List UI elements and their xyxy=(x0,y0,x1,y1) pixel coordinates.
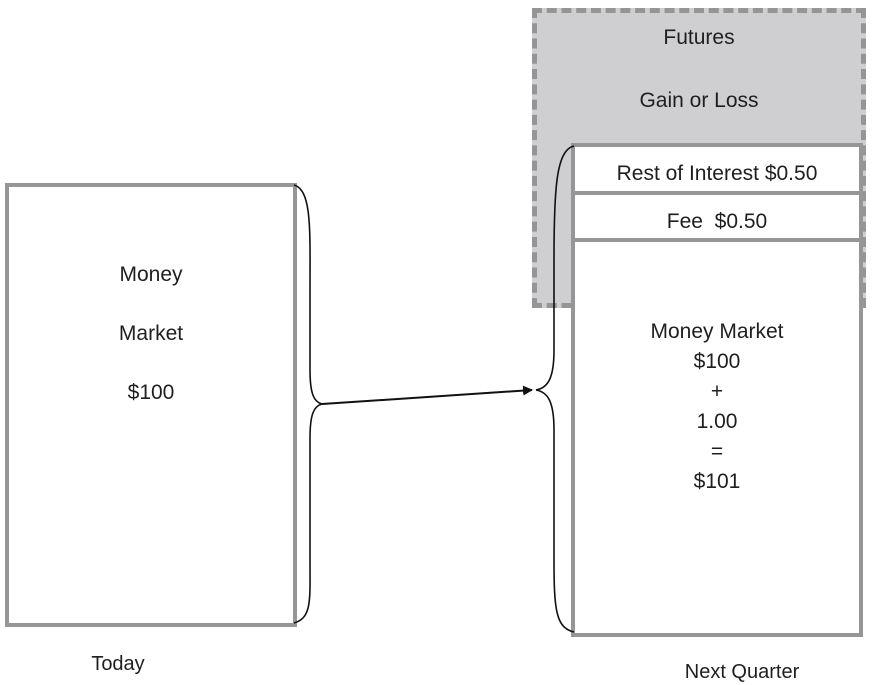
today-label: Today xyxy=(91,653,145,675)
futures-title: Futures xyxy=(663,26,735,49)
left-curly-brace xyxy=(293,184,323,624)
money-market-title: Money Market xyxy=(650,320,784,343)
row-divider-top xyxy=(575,191,859,195)
futures-subtitle: Gain or Loss xyxy=(639,89,759,112)
today-box-line-market: Market xyxy=(118,322,184,345)
rest-of-interest-row: Rest of Interest $0.50 xyxy=(616,162,818,185)
today-box-line-amount: $100 xyxy=(127,381,175,404)
money-market-principal: $100 xyxy=(693,350,741,373)
row-divider-middle xyxy=(575,238,859,242)
money-market-equals: = xyxy=(710,440,724,463)
money-market-plus: + xyxy=(710,380,724,403)
money-market-interest: 1.00 xyxy=(696,410,738,433)
next-quarter-label: Next Quarter xyxy=(684,661,800,683)
transfer-arrow xyxy=(321,385,533,405)
money-market-total: $101 xyxy=(693,470,741,493)
today-box-line-money: Money xyxy=(119,263,183,286)
fee-row: Fee $0.50 xyxy=(666,210,768,233)
today-money-market-box xyxy=(5,183,297,627)
